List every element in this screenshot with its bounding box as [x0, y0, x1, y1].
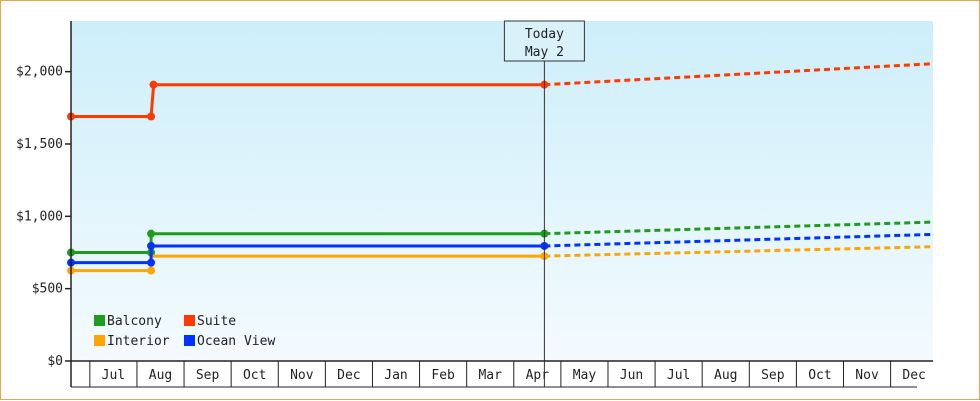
- x-tick-label: Nov: [290, 368, 314, 383]
- data-point-suite: [147, 112, 156, 121]
- x-tick-label: Oct: [808, 368, 831, 383]
- data-point-suite: [149, 80, 158, 89]
- legend-label-interior: Interior: [107, 334, 170, 349]
- today-label: Today: [525, 27, 564, 42]
- x-tick-label: Aug: [714, 368, 737, 383]
- x-tick-label: Jun: [620, 368, 643, 383]
- y-tick-label: $1,000: [16, 209, 63, 224]
- series-forecast-suite: [544, 62, 934, 87]
- legend: Balcony Suite Interior Ocean View: [94, 314, 275, 349]
- x-tick-label: Jul: [102, 368, 125, 383]
- legend-label-suite: Suite: [197, 314, 236, 329]
- y-tick-label: $2,000: [16, 65, 63, 80]
- x-tick-label: Aug: [149, 368, 172, 383]
- x-tick-label: Jan: [384, 368, 407, 383]
- legend-swatch-suite: [184, 315, 195, 326]
- y-tick-label: $0: [47, 354, 63, 369]
- series-forecast-interior: [544, 245, 934, 258]
- today-layer: Today May 2: [503, 20, 585, 387]
- data-point-balcony: [147, 229, 156, 238]
- series-line-ocean-view: [71, 244, 545, 265]
- x-tick-label: Dec: [902, 368, 925, 383]
- legend-swatch-interior: [94, 335, 105, 346]
- x-tick-label: Oct: [243, 368, 266, 383]
- y-tick-label: $1,500: [16, 137, 63, 152]
- series-forecast-balcony: [544, 220, 934, 236]
- plot-background: [71, 21, 933, 361]
- legend-label-ocean-view: Ocean View: [197, 334, 275, 349]
- x-tick-label: Sep: [761, 368, 785, 383]
- data-point-ocean-view: [147, 258, 156, 267]
- data-point-ocean-view: [147, 241, 156, 250]
- x-tick-label: Jul: [667, 368, 690, 383]
- legend-label-balcony: Balcony: [107, 314, 162, 329]
- x-tick-label: May: [573, 368, 597, 383]
- x-tick-label: Feb: [431, 368, 455, 383]
- legend-swatch-balcony: [94, 315, 105, 326]
- data-point-interior: [147, 266, 156, 275]
- axes-layer: $0 $500 $1,000 $1,500 $2,000 Jul Aug Sep Oct Nov D…: [16, 21, 933, 388]
- x-tick-label: Nov: [855, 368, 879, 383]
- series-forecast-ocean-view: [544, 232, 934, 248]
- today-date-label: May 2: [525, 45, 564, 60]
- today-label-box: [503, 20, 585, 62]
- legend-swatch-ocean-view: [184, 335, 195, 346]
- y-tick-label: $500: [32, 282, 63, 297]
- x-tick-label: Sep: [196, 368, 220, 383]
- x-tick-label: Dec: [337, 368, 360, 383]
- x-tick-label: Apr: [526, 368, 550, 383]
- x-tick-label: Mar: [478, 368, 502, 383]
